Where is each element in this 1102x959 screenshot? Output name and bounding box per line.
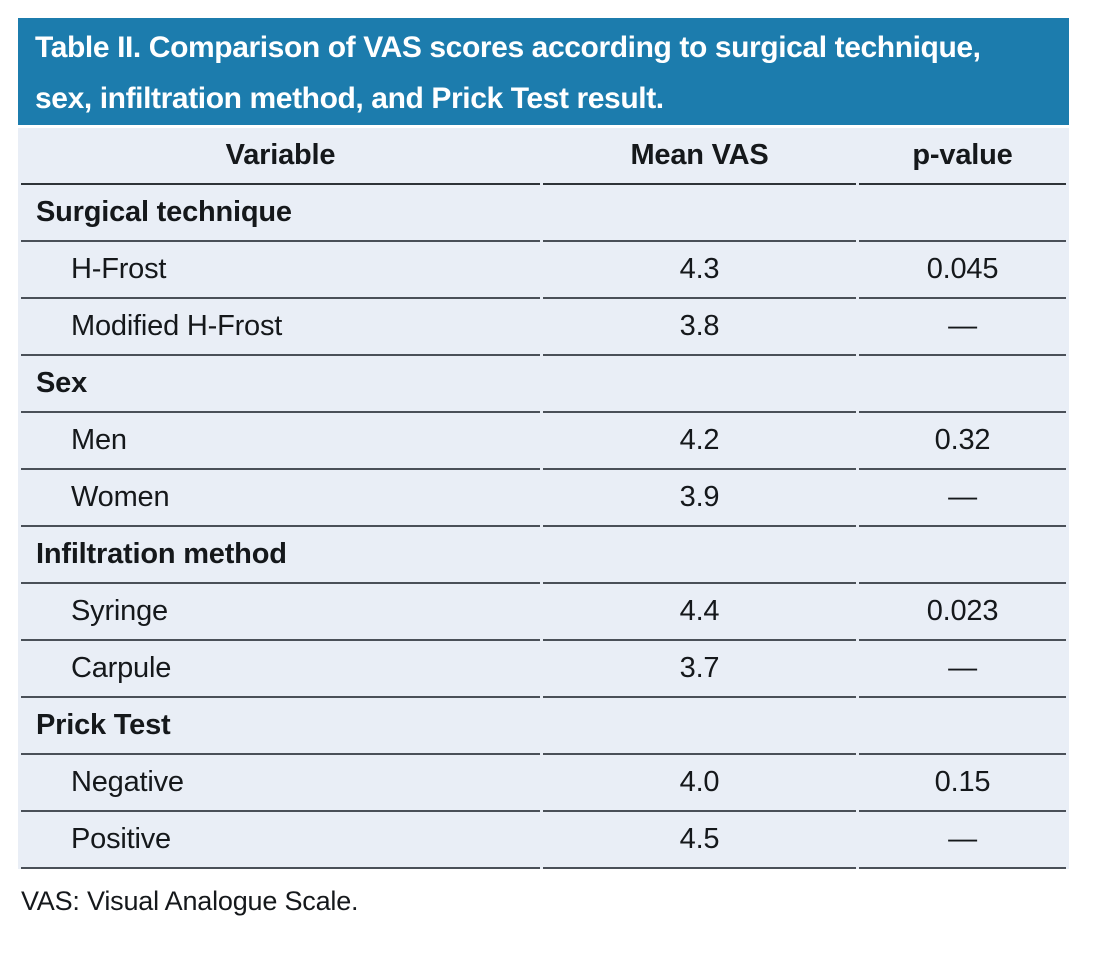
table-row: Men 4.2 0.32 <box>21 413 1066 470</box>
header-row: Variable Mean VAS p-value <box>21 128 1066 185</box>
mean-vas-value: 4.3 <box>543 242 856 299</box>
row-label: Positive <box>21 812 540 869</box>
group-label: Prick Test <box>21 698 540 755</box>
table-title: Table II. Comparison of VAS scores accor… <box>35 31 981 115</box>
p-value: — <box>859 299 1066 356</box>
mean-vas-value: 4.5 <box>543 812 856 869</box>
column-header-variable: Variable <box>21 128 540 185</box>
empty-cell <box>543 527 856 584</box>
mean-vas-value: 3.8 <box>543 299 856 356</box>
table-footnote: VAS: Visual Analogue Scale. <box>21 886 359 916</box>
group-header-row-surgical-technique: Surgical technique <box>21 185 1066 242</box>
row-label: Syringe <box>21 584 540 641</box>
p-value: — <box>859 641 1066 698</box>
table-row: Negative 4.0 0.15 <box>21 755 1066 812</box>
row-label: Women <box>21 470 540 527</box>
p-value: 0.32 <box>859 413 1066 470</box>
vas-comparison-table: Variable Mean VAS p-value Surgical techn… <box>18 128 1069 869</box>
p-value: — <box>859 812 1066 869</box>
group-header-row-prick-test: Prick Test <box>21 698 1066 755</box>
mean-vas-value: 4.2 <box>543 413 856 470</box>
p-value: 0.15 <box>859 755 1066 812</box>
row-label: H-Frost <box>21 242 540 299</box>
row-label: Men <box>21 413 540 470</box>
table-row: Women 3.9 — <box>21 470 1066 527</box>
group-header-row-sex: Sex <box>21 356 1066 413</box>
mean-vas-value: 4.4 <box>543 584 856 641</box>
table-figure: Table II. Comparison of VAS scores accor… <box>18 18 1069 917</box>
table-row: H-Frost 4.3 0.045 <box>21 242 1066 299</box>
group-label: Surgical technique <box>21 185 540 242</box>
row-label: Modified H-Frost <box>21 299 540 356</box>
mean-vas-value: 3.7 <box>543 641 856 698</box>
table-row: Modified H-Frost 3.8 — <box>21 299 1066 356</box>
empty-cell <box>859 356 1066 413</box>
empty-cell <box>859 185 1066 242</box>
empty-cell <box>543 185 856 242</box>
group-header-row-infiltration-method: Infiltration method <box>21 527 1066 584</box>
p-value: — <box>859 470 1066 527</box>
empty-cell <box>859 527 1066 584</box>
empty-cell <box>543 356 856 413</box>
column-header-mean-vas: Mean VAS <box>543 128 856 185</box>
table-row: Carpule 3.7 — <box>21 641 1066 698</box>
row-label: Carpule <box>21 641 540 698</box>
p-value: 0.045 <box>859 242 1066 299</box>
table-row: Positive 4.5 — <box>21 812 1066 869</box>
empty-cell <box>543 698 856 755</box>
group-label: Sex <box>21 356 540 413</box>
mean-vas-value: 4.0 <box>543 755 856 812</box>
group-label: Infiltration method <box>21 527 540 584</box>
table-row: Syringe 4.4 0.023 <box>21 584 1066 641</box>
empty-cell <box>859 698 1066 755</box>
p-value: 0.023 <box>859 584 1066 641</box>
row-label: Negative <box>21 755 540 812</box>
table-title-banner: Table II. Comparison of VAS scores accor… <box>18 18 1069 125</box>
column-header-p-value: p-value <box>859 128 1066 185</box>
mean-vas-value: 3.9 <box>543 470 856 527</box>
